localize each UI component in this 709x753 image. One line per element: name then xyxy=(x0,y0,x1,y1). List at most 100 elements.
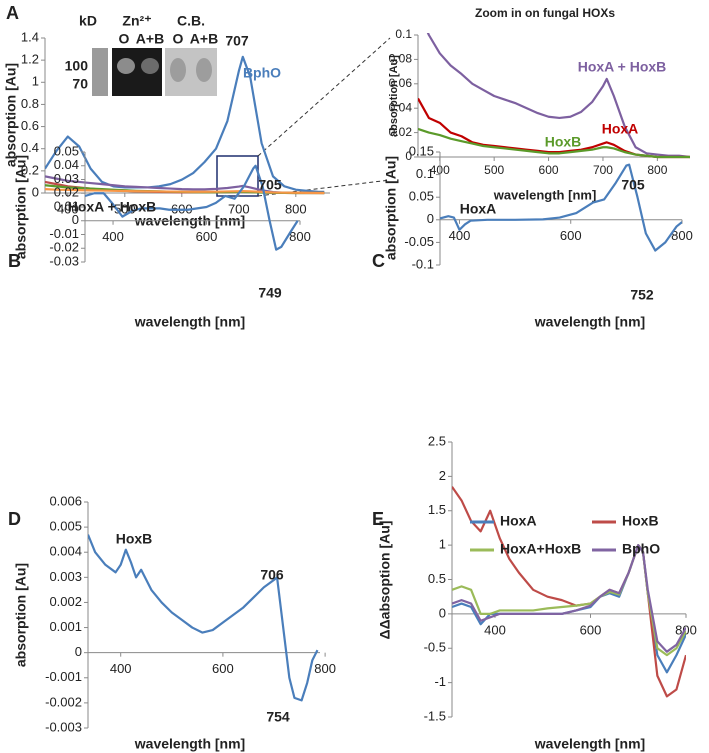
y-tick-label: 0.04 xyxy=(389,100,413,114)
y-tick-label: 0.003 xyxy=(49,569,82,584)
y-axis-label: absorption [Au] xyxy=(13,155,29,259)
y-tick-label: 0.02 xyxy=(389,125,413,139)
y-tick-label: 2.5 xyxy=(428,433,446,448)
y-tick-label: 0.15 xyxy=(409,143,434,158)
peak-label: 754 xyxy=(266,709,290,725)
gel-lane: O xyxy=(119,31,130,47)
gel-lane: O xyxy=(173,31,184,47)
x-tick-label: 600 xyxy=(560,228,582,243)
y-tick-label: 0.1 xyxy=(416,166,434,181)
y-tick-label: 0.08 xyxy=(389,52,413,66)
y-tick-label: 0.001 xyxy=(49,619,82,634)
y-tick-label: -0.003 xyxy=(45,719,82,734)
x-tick-label: 400 xyxy=(449,228,471,243)
y-axis-label: absorption [Au] xyxy=(3,63,19,167)
y-tick-label: 1 xyxy=(32,74,39,89)
panel-letter: D xyxy=(8,509,21,529)
chart-title: Zoom in on fungal HOXs xyxy=(475,6,615,20)
gel-group: C.B. xyxy=(177,13,205,29)
y-tick-label: 0.04 xyxy=(54,157,79,172)
y-tick-label: 0.8 xyxy=(21,96,39,111)
gel-marker: 70 xyxy=(72,76,88,92)
x-tick-label: 800 xyxy=(289,229,311,244)
x-tick-label: 800 xyxy=(314,661,336,676)
panel-letter: B xyxy=(8,251,21,271)
y-tick-label: 0 xyxy=(72,212,79,227)
y-tick-label: 1.4 xyxy=(21,29,39,44)
legend-label: HoxB xyxy=(622,513,659,529)
y-tick-label: 0.1 xyxy=(395,27,412,41)
x-tick-label: 800 xyxy=(285,201,307,216)
x-tick-label: 500 xyxy=(484,163,504,177)
gel-group: Zn²⁺ xyxy=(122,13,151,29)
y-tick-label: 0 xyxy=(439,605,446,620)
y-tick-label: 0.004 xyxy=(49,544,82,559)
series-line xyxy=(418,127,690,159)
y-tick-label: 0.002 xyxy=(49,594,82,609)
legend-label: BphO xyxy=(622,541,660,557)
series-label: HoxB xyxy=(545,134,582,150)
series-line xyxy=(452,544,686,653)
series-label: BphO xyxy=(243,65,281,81)
x-axis-label: wavelength [nm] xyxy=(134,314,245,330)
x-axis-label: wavelength [nm] xyxy=(493,187,597,202)
x-tick-label: 600 xyxy=(212,661,234,676)
series-line xyxy=(440,163,682,252)
legend-label: HoxA xyxy=(500,513,537,529)
y-tick-label: 0.6 xyxy=(21,118,39,133)
y-axis-label: ΔΔabsoption [Au] xyxy=(377,521,393,640)
series-line xyxy=(85,164,299,251)
y-tick-label: 0.06 xyxy=(389,76,413,90)
x-tick-label: 800 xyxy=(647,163,667,177)
y-tick-label: 2 xyxy=(439,468,446,483)
series-label: HoxA xyxy=(602,121,639,137)
x-axis-label: wavelength [nm] xyxy=(534,736,645,752)
y-axis-label: absorption [Au] xyxy=(13,563,29,667)
y-tick-label: -0.02 xyxy=(49,240,79,255)
gel-band xyxy=(170,58,186,82)
y-tick-label: -1.5 xyxy=(424,708,446,723)
x-tick-label: 700 xyxy=(228,201,250,216)
y-tick-label: 0.05 xyxy=(54,143,79,158)
y-axis-label: absorption [Au] xyxy=(383,156,399,260)
series-line xyxy=(45,188,325,195)
y-tick-label: -0.001 xyxy=(45,669,82,684)
y-tick-label: -0.01 xyxy=(49,226,79,241)
series-label: HoxA xyxy=(460,201,497,217)
x-tick-label: 400 xyxy=(102,229,124,244)
x-tick-label: 700 xyxy=(593,163,613,177)
peak-label: 705 xyxy=(258,177,282,193)
y-tick-label: 0 xyxy=(32,184,39,199)
gel-band xyxy=(141,58,159,74)
x-tick-label: 400 xyxy=(57,201,79,216)
gel-unit: kD xyxy=(79,13,97,29)
y-tick-label: 1.2 xyxy=(21,52,39,67)
gel-lane: A+B xyxy=(136,31,164,47)
y-tick-label: -0.03 xyxy=(49,253,79,268)
chart-C: -0.1 -0.05 0 0.05 0.1 0.15 400 600 800 HoxA 705 752… xyxy=(372,143,693,329)
x-axis-label: wavelength [nm] xyxy=(134,736,245,752)
x-tick-label: 400 xyxy=(484,622,506,637)
y-tick-label: 0.5 xyxy=(428,571,446,586)
gel-marker: 100 xyxy=(65,58,89,74)
series-label: HoxA + HoxB xyxy=(68,199,157,215)
gel-lane: A+B xyxy=(190,31,218,47)
series-line xyxy=(45,55,325,193)
gel-marker-lane xyxy=(92,48,108,96)
y-tick-label: -1 xyxy=(434,674,446,689)
x-tick-label: 600 xyxy=(580,622,602,637)
panel-letter: A xyxy=(6,3,19,23)
series-line xyxy=(88,534,319,702)
y-tick-label: 1.5 xyxy=(428,502,446,517)
gel-band xyxy=(196,58,212,82)
x-tick-label: 600 xyxy=(539,163,559,177)
y-tick-label: 0 xyxy=(405,149,412,163)
series-label: HoxA + HoxB xyxy=(578,59,667,75)
series-line xyxy=(452,544,686,657)
peak-label: 705 xyxy=(621,177,645,193)
